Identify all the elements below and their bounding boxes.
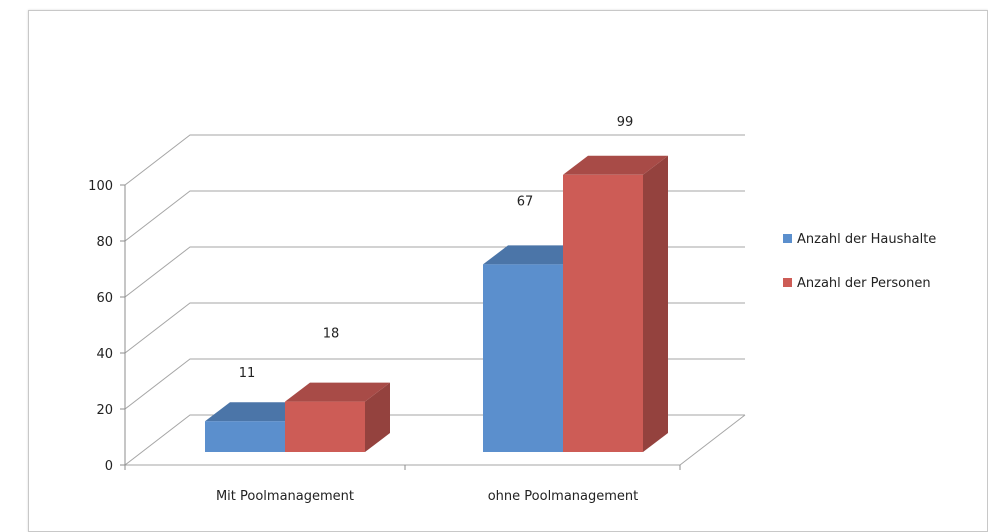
legend-swatch-0 — [783, 234, 792, 243]
data-label-0-1: 18 — [323, 327, 340, 342]
category-label-1: ohne Poolmanagement — [488, 489, 639, 504]
bar-top-0-0 — [205, 402, 310, 422]
y-tick-label-20: 20 — [96, 403, 113, 418]
y-tick-label-60: 60 — [96, 291, 113, 306]
bar-0-0 — [205, 421, 285, 452]
category-label-0: Mit Poolmanagement — [216, 489, 354, 504]
data-label-1-0: 67 — [517, 194, 534, 209]
legend-label-0: Anzahl der Haushalte — [797, 232, 936, 247]
legend-swatch-1 — [783, 278, 792, 287]
data-label-1-1: 99 — [617, 115, 634, 130]
chart-svg: 0 20 40 60 80 100 11 18 Mit Poolmanagement 67 99 oh… — [88, 115, 936, 504]
gridline-80 — [124, 190, 745, 242]
bar-1-0 — [483, 264, 563, 452]
bar-top-0-1 — [285, 382, 390, 402]
bar-top-1-1 — [563, 155, 668, 175]
legend-label-1: Anzahl der Personen — [797, 276, 931, 291]
y-tick-label-100: 100 — [88, 179, 113, 194]
bar-1-1 — [563, 174, 643, 453]
y-tick-label-80: 80 — [96, 235, 113, 250]
bar-side-0-1 — [365, 382, 390, 452]
data-label-0-0: 11 — [239, 366, 256, 381]
gridline-100 — [124, 134, 745, 186]
bar-side-1-1 — [643, 155, 668, 453]
y-tick-label-0: 0 — [105, 459, 113, 474]
y-tick-label-40: 40 — [96, 347, 113, 362]
bar-top-1-0 — [483, 245, 588, 265]
bar-0-1 — [285, 401, 365, 452]
floor-right-edge — [679, 414, 746, 466]
